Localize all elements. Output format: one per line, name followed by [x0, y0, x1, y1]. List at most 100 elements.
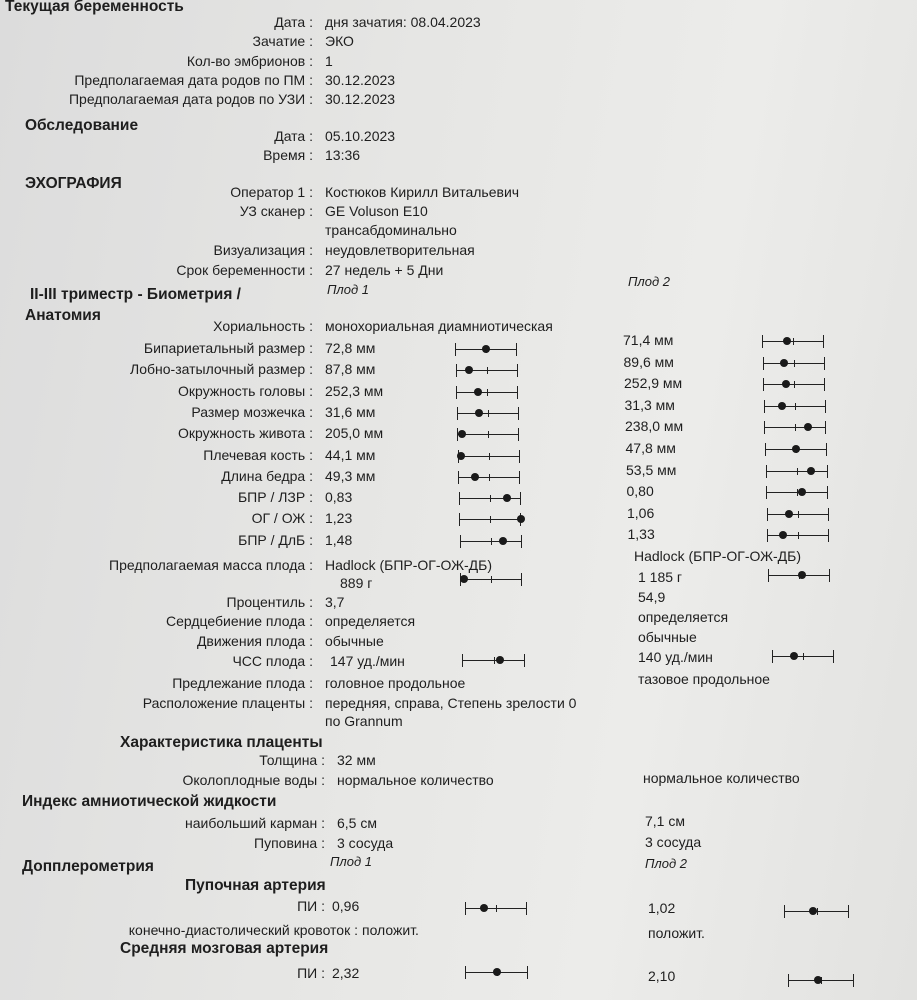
fetus-1-heartbeat: определяется [325, 613, 416, 629]
range-gauge [772, 650, 834, 663]
gauge-min-tick [767, 529, 769, 543]
range-gauge [765, 464, 828, 478]
gauge-marker [457, 430, 466, 439]
gauge-max-tick [516, 343, 517, 356]
gauge-min-tick [459, 513, 460, 527]
fetus-2-value: 71,4 мм [623, 332, 674, 348]
field-label-text: Плечевая кость : [203, 446, 313, 463]
field-value: Костюков Кирилл Витальевич [325, 184, 520, 200]
gauge-min-tick [458, 470, 459, 484]
gauge-marker [479, 904, 488, 912]
field-label-text: БПР / ЛЗР : [237, 489, 313, 506]
gauge-marker [798, 571, 807, 579]
gauge-mid-tick [496, 905, 497, 912]
fetus-1-percentile: 3,7 [325, 594, 345, 610]
field-label-text: Срок беременности : [176, 262, 313, 278]
section-title-biometry: II-III триместр - Биометрия / [30, 286, 241, 303]
doppler-fetus-1-header: Плод 1 [330, 854, 373, 869]
gauge-max-tick [520, 534, 522, 548]
range-gauge [763, 378, 826, 392]
field-value: 27 недель + 5 Дни [325, 262, 444, 278]
field-label-text: Зачатие : [252, 33, 313, 49]
fetus-2-mass-method: Hadlock (БПР-ОГ-ОЖ-ДБ) [634, 548, 802, 564]
gauge-min-tick [788, 974, 789, 987]
field-label-text: Движения плода : [196, 633, 313, 649]
gauge-marker [780, 358, 789, 367]
gauge-max-tick [828, 529, 830, 543]
range-gauge [766, 507, 829, 521]
fetus-1-pocket: 6,5 см [337, 815, 377, 831]
gauge-max-tick [517, 406, 519, 420]
gauge-max-tick [518, 449, 520, 463]
gauge-marker [492, 968, 501, 976]
gauge-min-tick [763, 399, 765, 413]
section-title-anatomy: Анатомия [25, 307, 101, 324]
range-gauge [465, 902, 527, 915]
fetus-2-mca-pi: 2,10 [648, 968, 676, 984]
gauge-mid-tick [493, 657, 495, 664]
fetus-1-cord: 3 сосуда [337, 835, 394, 851]
gauge-min-tick [456, 406, 458, 420]
mca-title: Средняя мозговая артерия [120, 940, 329, 957]
field-value: трансабдоминально [325, 222, 457, 238]
gauge-marker [474, 408, 483, 417]
fetus-2-value: 1,33 [627, 526, 655, 543]
field-label-text: Время : [263, 147, 313, 163]
section-title-afi: Индекс амниотической жидкости [22, 793, 277, 810]
gauge-max-tick [826, 464, 828, 478]
gauge-marker [517, 515, 525, 524]
gauge-marker [813, 976, 822, 984]
gauge-mid-tick [487, 388, 488, 396]
field-label-text: Предполагаемая дата родов по ПМ : [74, 72, 313, 88]
fetus-2-value: 53,5 мм [626, 461, 677, 478]
fetus-1-mass-method: Hadlock (БПР-ОГ-ОЖ-ДБ) [325, 557, 493, 573]
gauge-max-tick [824, 378, 826, 392]
gauge-marker [809, 907, 818, 915]
field-label-text: Длина бедра : [221, 467, 313, 484]
fetus-1-header: Плод 1 [327, 282, 370, 297]
fetus-1-value: 31,6 мм [325, 403, 376, 420]
range-gauge [764, 421, 827, 435]
gauge-marker [778, 531, 787, 540]
placenta-location-cont: по Grannum [325, 713, 403, 729]
fetus-1-value: 1,23 [325, 510, 353, 527]
range-gauge [465, 966, 528, 979]
field-value: 30.12.2023 [325, 72, 396, 88]
gauge-mid-tick [797, 510, 799, 518]
gauge-mid-tick [491, 576, 492, 583]
gauge-min-tick [784, 905, 785, 918]
gauge-min-tick [455, 364, 457, 378]
field-label-text: БПР / ДлБ : [238, 531, 313, 548]
gauge-marker [471, 472, 480, 481]
gauge-max-tick [826, 443, 827, 456]
section-title-placenta: Характеристика плаценты [120, 734, 323, 751]
range-gauge [462, 654, 525, 667]
gauge-max-tick [848, 905, 849, 918]
gauge-min-tick [457, 428, 458, 442]
gauge-max-tick [521, 573, 522, 586]
field-label-text: Пуповина : [254, 835, 325, 851]
range-gauge [459, 513, 525, 527]
field-value: 05.10.2023 [325, 128, 396, 144]
fetus-2-value: 0,80 [626, 483, 654, 500]
fetus-1-value: 87,8 мм [325, 361, 376, 378]
gauge-max-tick [823, 335, 824, 348]
gauge-min-tick [772, 650, 773, 663]
fetus-2-percentile: 54,9 [638, 589, 666, 605]
field-label-text: Оператор 1 : [230, 184, 313, 200]
gauge-min-tick [459, 534, 461, 548]
fetus-1-value: 49,3 мм [325, 467, 376, 484]
field-label-text: Толщина : [259, 752, 325, 768]
gauge-mid-tick [490, 516, 491, 524]
placenta-thickness: 32 мм [337, 752, 376, 768]
section-title-echography: ЭХОГРАФИЯ [25, 175, 122, 192]
gauge-marker [782, 380, 791, 389]
range-gauge [458, 492, 521, 506]
fetus-2-value: 47,8 мм [625, 440, 676, 456]
gauge-marker [495, 656, 504, 664]
gauge-marker [460, 575, 469, 583]
gauge-marker [456, 451, 465, 460]
fetus-1-mca-pi: 2,32 [332, 965, 360, 981]
fetus-1-mass: 889 г [340, 575, 373, 591]
gauge-min-tick [465, 966, 466, 979]
